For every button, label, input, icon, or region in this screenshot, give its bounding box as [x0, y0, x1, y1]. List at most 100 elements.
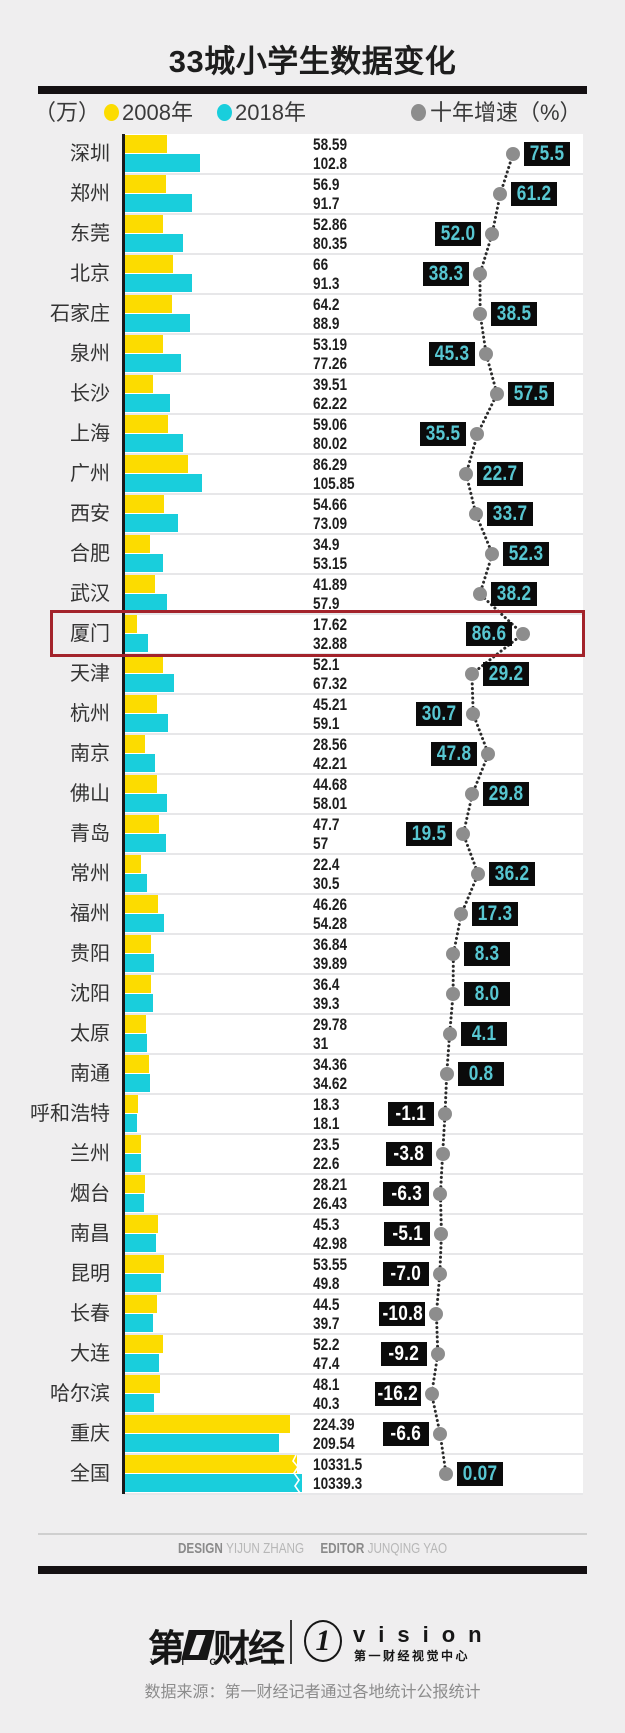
bar-2018: [124, 634, 149, 652]
growth-dot-icon: [432, 1267, 447, 1281]
value-2018: 34.62: [313, 1074, 348, 1093]
logo-letter: I: [273, 1657, 276, 1667]
row-separator: [124, 573, 583, 575]
row-separator: [124, 1373, 583, 1375]
growth-value: 17.3: [478, 902, 513, 925]
chart-row: 广州 86.29 105.85 22.7: [0, 454, 625, 495]
design-name: YIJUN ZHANG: [226, 1540, 305, 1557]
bar-2008: [124, 455, 188, 473]
legend-2008: 2008年: [122, 100, 193, 125]
growth-label: -9.2: [380, 1342, 427, 1366]
bar-2018: [124, 1114, 138, 1132]
growth-label: 52.3: [503, 542, 550, 566]
chart-row: 天津 52.1 67.32 29.2: [0, 654, 625, 695]
value-2018: 54.28: [313, 914, 348, 933]
row-separator: [124, 1413, 583, 1415]
growth-label: 0.07: [457, 1462, 504, 1486]
growth-label: -10.8: [379, 1302, 426, 1326]
bar-2018: [124, 1394, 154, 1412]
logo-letter: C: [209, 1657, 217, 1667]
value-2018: 102.8: [313, 154, 348, 173]
value-2018: 22.6: [313, 1154, 340, 1173]
city-label: 东莞: [70, 223, 110, 245]
city-label: 北京: [70, 263, 110, 285]
growth-dot-icon: [446, 987, 461, 1001]
value-2008: 34.36: [313, 1055, 348, 1074]
value-labels: 18.3 18.1: [313, 1095, 339, 1133]
data-source: 数据来源：第一财经记者通过各地统计公报统计: [144, 1684, 481, 1701]
row-separator: [124, 1213, 583, 1215]
growth-label: 29.2: [482, 662, 529, 686]
chart-row: 太原 29.78 31 4.1: [0, 1014, 625, 1055]
bar-2018: [124, 234, 184, 252]
footer-divider: [38, 1533, 587, 1535]
bar-2018: [124, 314, 190, 332]
value-2008: 48.1: [313, 1375, 340, 1394]
growth-dot-icon: [481, 747, 496, 761]
growth-value: 36.2: [494, 862, 530, 885]
value-2018: 42.98: [313, 1234, 348, 1253]
bar-2018: [124, 1074, 150, 1092]
bar-2008: [124, 615, 138, 633]
bar-2018: [124, 914, 165, 932]
value-2018: 58.01: [313, 794, 348, 813]
growth-value: 38.3: [428, 262, 464, 285]
bar-2018: [124, 274, 192, 292]
editor-label: EDITOR: [320, 1540, 365, 1557]
bar-2018: [124, 1354, 160, 1372]
value-2008: 22.4: [313, 855, 340, 874]
value-2008: 18.3: [313, 1095, 340, 1114]
city-label: 南通: [70, 1063, 110, 1085]
growth-label: 22.7: [477, 462, 524, 486]
value-labels: 44.5 39.7: [313, 1295, 339, 1333]
bar-2018: [124, 474, 203, 492]
value-2008: 66: [313, 255, 329, 274]
growth-value: -1.1: [395, 1102, 427, 1125]
value-labels: 36.84 39.89: [313, 935, 347, 973]
value-2008: 224.39: [313, 1415, 355, 1434]
growth-label: -6.3: [383, 1182, 430, 1206]
chart-row: 南京 28.56 42.21 47.8: [0, 734, 625, 775]
chart-row: 东莞 52.86 80.35 52.0: [0, 214, 625, 255]
legend-growth: 十年增速（%）: [430, 100, 582, 125]
growth-value: 35.5: [426, 422, 461, 445]
value-2008: 28.21: [313, 1175, 348, 1194]
growth-value: -10.8: [382, 1302, 423, 1325]
bar-2008: [124, 1335, 163, 1353]
bar-2018: [124, 1434, 280, 1452]
value-labels: 224.39 209.54: [313, 1415, 355, 1453]
value-labels: 53.55 49.8: [313, 1255, 347, 1293]
growth-label: 30.7: [416, 702, 463, 726]
value-2018: 53.15: [313, 554, 348, 573]
value-2008: 58.59: [313, 135, 348, 154]
chart-row: 沈阳 36.4 39.3 8.0: [0, 974, 625, 1015]
value-2018: 39.7: [313, 1314, 340, 1333]
growth-dot-icon: [473, 307, 488, 321]
value-2008: 59.06: [313, 415, 348, 434]
bar-2018: [124, 434, 184, 452]
chart-row: 杭州 45.21 59.1 30.7: [0, 694, 625, 735]
logo-letter: I: [181, 1657, 185, 1667]
bar-2008: [124, 335, 164, 353]
city-label: 长春: [70, 1303, 110, 1325]
row-separator: [124, 1173, 583, 1175]
logo-char-di: 第: [148, 1628, 185, 1669]
bar-2018: [124, 1274, 161, 1292]
row-separator: [124, 813, 583, 815]
bar-2008: [124, 1455, 297, 1473]
value-labels: 41.89 57.9: [313, 575, 347, 613]
bar-2008: [124, 1375, 160, 1393]
value-labels: 36.4 39.3: [313, 975, 339, 1013]
chart-row: 长春 44.5 39.7 -10.8: [0, 1294, 625, 1335]
vision-circle-logo-icon: 1: [304, 1620, 342, 1662]
city-label: 天津: [70, 663, 110, 685]
growth-label: 38.5: [491, 302, 538, 326]
value-2018: 88.9: [313, 314, 340, 333]
growth-label: -3.8: [385, 1142, 432, 1166]
growth-value: 0.07: [462, 1462, 498, 1485]
value-2018: 91.7: [313, 194, 340, 213]
value-2008: 34.9: [313, 535, 340, 554]
growth-dot-icon: [439, 1467, 454, 1481]
bar-2018: [124, 1314, 154, 1332]
row-separator: [124, 253, 583, 255]
